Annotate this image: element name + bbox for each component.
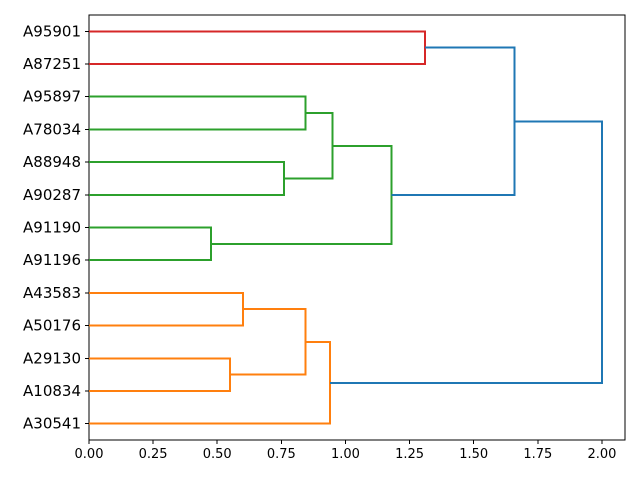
cluster-link-orange	[230, 308, 307, 376]
x-tick-label: 1.00	[331, 447, 360, 462]
x-tick-label: 0.25	[139, 447, 168, 462]
x-tick-label: 1.25	[395, 447, 424, 462]
leaf-label: A88948	[23, 153, 81, 171]
leaf-label: A90287	[23, 186, 81, 204]
x-tick-label: 1.75	[523, 447, 552, 462]
leaf-label: A43583	[23, 284, 81, 302]
cluster-link-blue	[391, 46, 516, 196]
x-tick-label: 0.50	[203, 447, 232, 462]
cluster-link-green	[89, 161, 285, 196]
cluster-link-red	[89, 30, 426, 66]
cluster-link-orange	[89, 291, 244, 327]
x-tick-label: 0.00	[75, 447, 104, 462]
cluster-link-green	[89, 95, 307, 131]
cluster-link-blue	[330, 120, 603, 384]
leaf-label: A10834	[23, 382, 81, 400]
leaf-label: A91196	[23, 251, 81, 269]
leaf-label: A95897	[23, 88, 81, 106]
leaf-label: A78034	[23, 120, 81, 138]
x-tick-label: 0.75	[267, 447, 296, 462]
leaf-label: A87251	[23, 55, 81, 73]
leaf-label: A91190	[23, 219, 81, 237]
x-tick-label: 2.00	[587, 447, 616, 462]
leaf-label: A30541	[23, 415, 81, 433]
leaf-label: A29130	[23, 349, 81, 367]
cluster-link-green	[283, 112, 334, 180]
leaf-label: A95901	[23, 22, 81, 40]
x-tick-label: 1.50	[459, 447, 488, 462]
cluster-link-green	[89, 226, 212, 262]
cluster-link-orange	[89, 357, 232, 392]
leaf-label: A50176	[23, 317, 81, 335]
cluster-link-orange	[89, 340, 332, 425]
